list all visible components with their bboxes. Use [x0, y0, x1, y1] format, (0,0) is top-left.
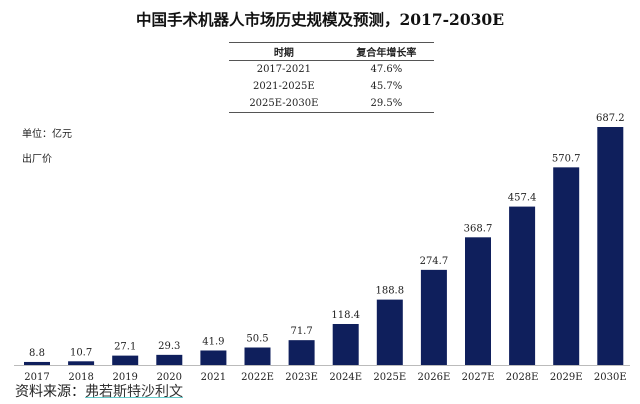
x-tick-label-2026E: 2026E [418, 372, 451, 383]
data-label-2029E: 570.7 [552, 153, 581, 164]
x-tick-label-2023E: 2023E [285, 372, 318, 383]
cagr-cell: 47.6% [370, 64, 403, 75]
data-label-2017: 8.8 [29, 348, 45, 359]
bar-2020 [156, 354, 183, 365]
bar-2023E [288, 340, 315, 365]
table-row: 2021-2025E 45.7% [229, 78, 434, 95]
x-tick-label-2027E: 2027E [462, 372, 495, 383]
header-period: 时期 [273, 48, 294, 59]
bar-2026E [420, 269, 447, 365]
table-header-row: 时期 复合年增长率 [229, 42, 434, 61]
source-label: 资料来源： [15, 384, 85, 400]
bar-2019 [112, 355, 139, 365]
bar-2022E [244, 347, 271, 365]
x-tick-label-2017: 2017 [24, 372, 49, 383]
data-label-2028E: 457.4 [508, 193, 537, 204]
data-label-2023E: 71.7 [290, 326, 312, 337]
x-tick-label-2024E: 2024E [329, 372, 362, 383]
x-tick-label-2021: 2021 [201, 372, 226, 383]
bar-2029E [553, 167, 580, 365]
data-label-2024E: 118.4 [331, 310, 360, 321]
source-link[interactable]: 弗若斯特沙利文 [85, 384, 183, 400]
bar-2018 [68, 361, 95, 365]
data-label-2026E: 274.7 [420, 256, 449, 267]
x-tick-label-2020: 2020 [157, 372, 182, 383]
chart-title: 中国手术机器人市场历史规模及预测，2017-2030E [135, 10, 505, 29]
x-tick-label-2025E: 2025E [373, 372, 406, 383]
x-tick-label-2030E: 2030E [594, 372, 627, 383]
bar-2027E [465, 237, 491, 365]
data-label-2025E: 188.8 [375, 286, 404, 297]
unit-label: 单位：亿元 [22, 129, 72, 140]
period-cell: 2017-2021 [256, 64, 311, 75]
bar-2017 [24, 361, 50, 365]
table-row: 2025E-2030E 29.5% [229, 95, 434, 113]
data-label-2018: 10.7 [70, 347, 92, 358]
data-label-2030E: 687.2 [596, 113, 625, 124]
x-tick-label-2018: 2018 [68, 372, 93, 383]
bar-2030E [597, 127, 624, 365]
source-note: 资料来源：弗若斯特沙利文 [15, 381, 183, 401]
bar-2028E [509, 206, 536, 365]
cagr-cell: 29.5% [370, 98, 403, 109]
bar-2024E [332, 323, 359, 365]
data-label-2020: 29.3 [158, 341, 180, 352]
cagr-table: 时期 复合年增长率 2017-2021 47.6% 2021-2025E 45.7%… [229, 42, 434, 113]
table-row: 2017-2021 47.6% [229, 61, 434, 79]
data-label-2021: 41.9 [202, 336, 224, 347]
data-label-2019: 27.1 [114, 342, 136, 353]
period-cell: 2025E-2030E [249, 98, 319, 109]
period-cell: 2021-2025E [253, 81, 315, 92]
data-label-2022E: 50.5 [246, 334, 268, 345]
bar-2021 [200, 350, 227, 365]
x-tick-label-2028E: 2028E [506, 372, 539, 383]
x-tick-label-2029E: 2029E [550, 372, 583, 383]
cagr-cell: 45.7% [370, 81, 403, 92]
price-label: 出厂价 [22, 154, 52, 165]
header-cagr: 复合年增长率 [356, 48, 417, 59]
data-label-2027E: 368.7 [464, 223, 493, 234]
x-tick-label-2019: 2019 [112, 372, 137, 383]
bar-2025E [376, 299, 403, 365]
x-tick-label-2022E: 2022E [241, 372, 274, 383]
